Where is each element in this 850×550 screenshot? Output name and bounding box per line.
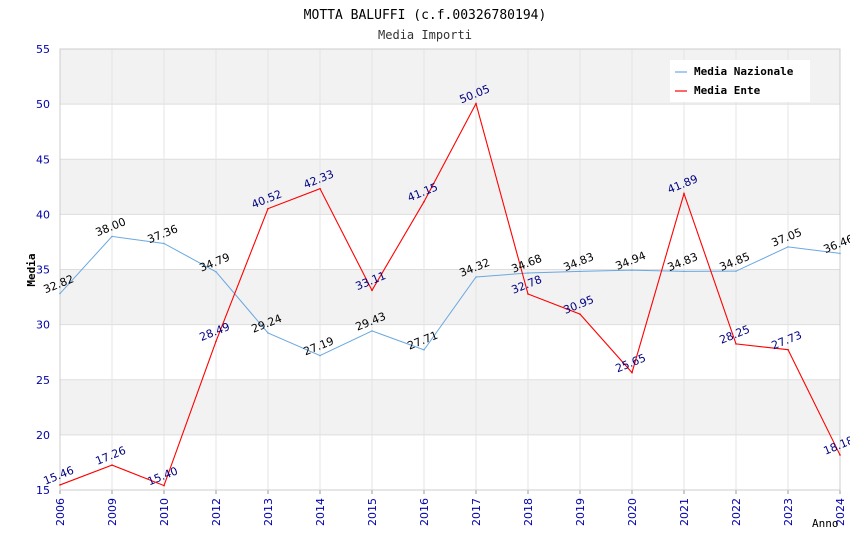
plot-frame: [59, 48, 841, 491]
plot-band: [60, 379, 840, 435]
y-tick-label: 15: [36, 484, 50, 497]
data-point-media-ente: [215, 340, 217, 343]
plot-band: [60, 324, 840, 380]
plot-band: [60, 159, 840, 215]
data-point-media-nazionale: [267, 332, 269, 334]
data-point-media-ente: [527, 293, 529, 295]
chart-subtitle: Media Importi: [378, 28, 472, 42]
x-tick-label: 2012: [210, 498, 223, 526]
data-point-media-nazionale: [423, 349, 425, 351]
x-tick-label: 2015: [366, 498, 379, 526]
data-point-media-nazionale: [527, 272, 529, 274]
y-axis-label: Media: [25, 253, 38, 286]
x-tick-label: 2024: [834, 498, 847, 526]
data-point-media-nazionale: [839, 252, 841, 255]
x-tick-label: 2019: [574, 498, 587, 526]
x-axis-label: Anno: [812, 517, 839, 530]
x-tick-label: 2016: [418, 498, 431, 526]
data-point-media-ente: [735, 343, 737, 345]
legend-label-media-nazionale: Media Nazionale: [694, 65, 794, 78]
data-point-media-ente: [267, 207, 269, 210]
data-point-media-ente: [787, 348, 789, 351]
x-tick-label: 2023: [782, 498, 795, 526]
data-point-media-nazionale: [787, 246, 789, 248]
data-point-media-ente: [111, 464, 113, 466]
legend: Media Nazionale Media Ente: [670, 60, 810, 102]
data-point-media-ente: [839, 454, 841, 456]
data-point-media-ente: [683, 192, 685, 195]
y-tick-labels: 15 20 25 30 35 40 45 50 55: [36, 43, 50, 497]
data-point-media-ente: [59, 484, 61, 486]
x-tick-label: 2018: [522, 498, 535, 526]
plot-bands: [60, 49, 840, 490]
data-point-media-ente: [423, 200, 425, 203]
y-tick-label: 25: [36, 374, 50, 387]
data-point-media-nazionale: [579, 270, 581, 273]
y-tick-label: 35: [36, 264, 50, 277]
chart-title: MOTTA BALUFFI (c.f.00326780194): [304, 8, 547, 23]
y-tick-label: 50: [36, 98, 50, 111]
legend-label-media-ente: Media Ente: [694, 84, 761, 97]
x-tick-label: 2017: [470, 498, 483, 526]
y-tick-label: 45: [36, 153, 50, 166]
data-point-media-ente: [631, 371, 633, 374]
y-tick-label: 20: [36, 429, 50, 442]
data-point-media-ente: [371, 289, 373, 292]
x-tick-label: 2009: [106, 498, 119, 526]
data-point-media-nazionale: [163, 242, 165, 245]
series-line-media-nazionale: [59, 235, 841, 357]
data-point-media-nazionale: [111, 235, 113, 238]
series-lines: [59, 102, 841, 487]
data-point-media-ente: [475, 102, 477, 105]
data-point-media-nazionale: [475, 276, 477, 278]
plot-band: [60, 269, 840, 325]
legend-box: [670, 60, 810, 102]
plot-band: [60, 434, 840, 490]
data-point-media-nazionale: [735, 270, 737, 272]
x-tick-labels: 2006 2009 2010 2012 2013 2014 2015 2016 2017 2018…: [54, 498, 847, 526]
x-tick-label: 2010: [158, 498, 171, 526]
data-point-media-nazionale: [683, 270, 685, 273]
x-tick-label: 2013: [262, 498, 275, 526]
x-tick-label: 2022: [730, 498, 743, 526]
y-tick-label: 40: [36, 208, 50, 221]
data-point-media-ente: [579, 313, 581, 315]
data-point-media-nazionale: [59, 292, 61, 295]
data-point-media-nazionale: [215, 271, 217, 273]
plot-band: [60, 214, 840, 270]
plot-band: [60, 104, 840, 160]
data-point-media-nazionale: [631, 269, 633, 271]
data-point-media-nazionale: [319, 354, 321, 357]
x-tick-label: 2014: [314, 498, 327, 526]
data-point-media-ente: [319, 187, 321, 190]
series-line-media-ente: [59, 102, 841, 487]
data-point-media-nazionale: [371, 330, 373, 332]
x-tick-label: 2020: [626, 498, 639, 526]
x-tick-label: 2021: [678, 498, 691, 526]
axes: [59, 48, 841, 494]
y-tick-label: 55: [36, 43, 50, 56]
data-point-media-ente: [163, 484, 165, 487]
x-tick-label: 2006: [54, 498, 67, 526]
y-tick-label: 30: [36, 319, 50, 332]
